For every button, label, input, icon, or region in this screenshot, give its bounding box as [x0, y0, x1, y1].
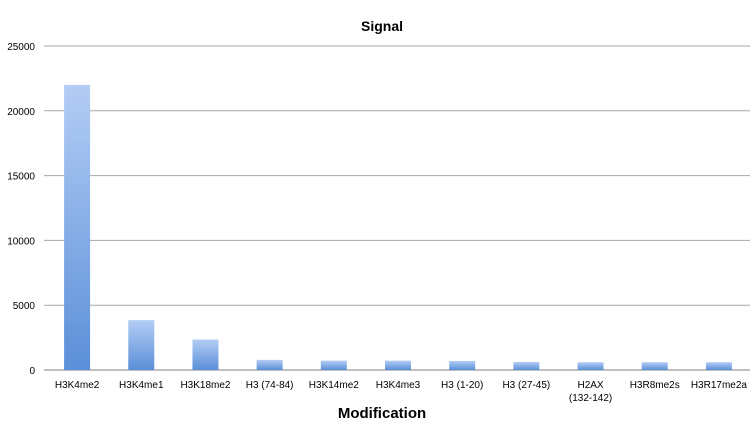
bar — [64, 84, 91, 370]
x-tick-label: H3 (27-45) — [502, 380, 550, 391]
bar — [192, 339, 219, 370]
y-tick-label: 0 — [29, 366, 35, 377]
bar — [256, 359, 283, 370]
bar — [128, 320, 155, 370]
x-tick-label: H3K4me2 — [55, 380, 100, 391]
y-tick-label: 10000 — [7, 236, 35, 247]
x-tick-label: H3K4me1 — [119, 380, 164, 391]
x-tick-label: H3R17me2a — [691, 380, 748, 391]
x-tick-label: H3K14me2 — [309, 380, 359, 391]
x-axis-label: Modification — [338, 405, 426, 422]
bar — [577, 362, 604, 370]
bar — [641, 362, 668, 370]
x-tick-label: H3R8me2s — [630, 380, 680, 391]
bars — [64, 84, 732, 370]
grid-lines — [44, 45, 750, 371]
x-tick-label: H3 (74-84) — [246, 380, 294, 391]
y-tick-label: 5000 — [13, 301, 36, 312]
chart-title: Signal — [361, 18, 403, 34]
bar — [513, 361, 540, 370]
x-axis-ticks: H3K4me2 H3K4me1 H3K18me2 H3 (74-84) H3K14me2… — [55, 380, 748, 404]
x-tick-label: H3 (1-20) — [441, 380, 483, 391]
bar — [385, 360, 411, 370]
x-tick-label: H3K4me3 — [376, 380, 421, 391]
y-tick-label: 20000 — [7, 107, 35, 118]
y-axis-ticks: 0 5000 10000 15000 20000 25000 — [7, 42, 35, 377]
y-tick-label: 25000 — [7, 42, 35, 53]
x-tick-label: H2AX (132-142) — [569, 380, 612, 404]
y-tick-label: 15000 — [7, 172, 35, 183]
x-tick-label: H3K18me2 — [180, 380, 230, 391]
bar — [449, 360, 476, 370]
bar — [320, 360, 347, 370]
bar — [705, 362, 732, 370]
